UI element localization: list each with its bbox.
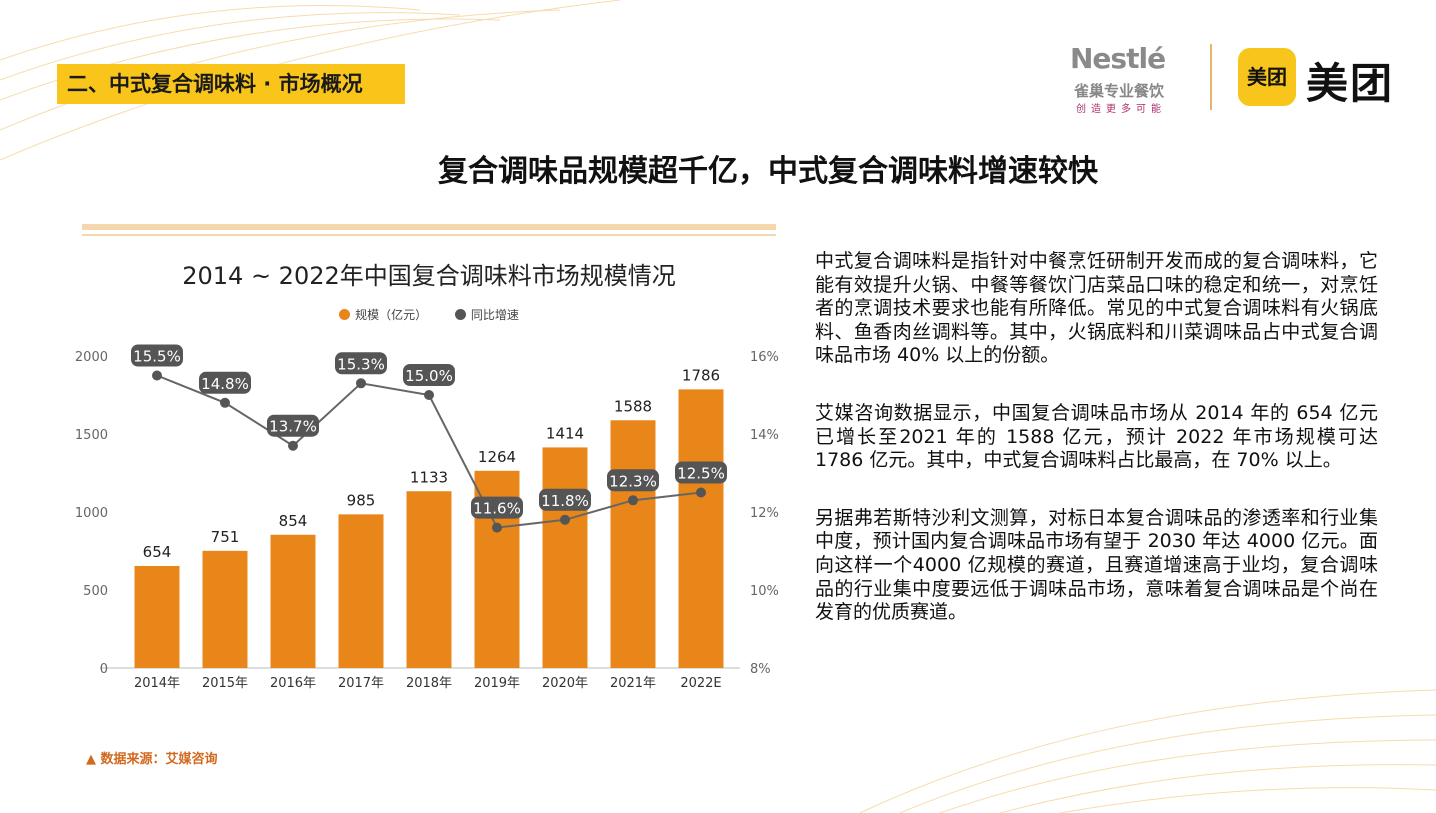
bar-value-label: 985	[347, 491, 376, 509]
y-tick-right: 10%	[750, 584, 779, 599]
chart-title: 2014 ~ 2022年中国复合调味料市场规模情况	[182, 262, 676, 290]
bar	[338, 514, 384, 668]
growth-value-label: 15.0%	[405, 367, 453, 385]
growth-label-bg	[607, 469, 659, 492]
growth-point	[628, 495, 638, 506]
meituan-icon: 美团	[1238, 48, 1296, 106]
bar-value-label: 751	[211, 528, 240, 546]
combo-chart: 0 500 1000 1500 2000 8% 10% 12% 14% 16% 654 2014年 75…	[75, 344, 779, 691]
body-text: 中式复合调味料是指针对中餐烹饪研制开发而成的复合调味料，它能有效提升火锅、中餐等…	[815, 250, 1378, 659]
growth-label-bg	[199, 371, 251, 394]
x-tick-label: 2015年	[202, 676, 248, 691]
x-tick-label: 2022E	[680, 676, 721, 691]
legend-item-line: 同比增速	[454, 308, 519, 322]
bar-value-label: 1264	[478, 448, 516, 466]
growth-label-bg	[403, 364, 455, 386]
y-tick-left: 2000	[75, 350, 108, 365]
bar-value-label: 1133	[410, 468, 448, 486]
bar	[134, 565, 180, 668]
nestle-slogan: 创造更多可能	[1076, 104, 1166, 115]
divider-bar	[82, 224, 776, 230]
y-tick-left: 500	[83, 584, 108, 599]
growth-point	[288, 440, 298, 451]
logo-divider	[1210, 44, 1212, 110]
nestle-logo: Nestlé	[1070, 42, 1166, 75]
x-tick-label: 2021年	[610, 676, 656, 691]
data-source: ▲ 数据来源：艾媒咨询	[86, 752, 218, 767]
growth-label-bg	[675, 461, 727, 484]
growth-point	[696, 487, 706, 498]
x-tick-label: 2019年	[474, 676, 520, 691]
growth-value-label: 11.6%	[473, 500, 521, 518]
growth-point	[560, 514, 570, 525]
page-title: 复合调味品规模超千亿，中式复合调味料增速较快	[438, 154, 1098, 189]
paragraph: 中式复合调味料是指针对中餐烹饪研制开发而成的复合调味料，它能有效提升火锅、中餐等…	[815, 250, 1378, 367]
bar-value-label: 1588	[614, 397, 652, 415]
nestle-sub: 雀巢专业餐饮	[1074, 82, 1165, 100]
paragraph: 艾媒咨询数据显示，中国复合调味品市场从 2014 年的 654 亿元已增长至20…	[815, 401, 1378, 472]
growth-label-bg	[267, 414, 319, 437]
growth-value-label: 14.8%	[201, 375, 249, 393]
y-tick-right: 14%	[750, 428, 779, 443]
paragraph: 另据弗若斯特沙利文测算，对标日本复合调味品的渗透率和行业集中度，预计国内复合调味…	[815, 506, 1378, 624]
y-tick-left: 1500	[75, 428, 108, 443]
growth-point	[424, 390, 434, 400]
legend-label: 规模（亿元）	[355, 308, 428, 322]
x-tick-label: 2016年	[270, 676, 316, 691]
growth-value-label: 15.5%	[133, 348, 181, 366]
logos: Nestlé 雀巢专业餐饮 创造更多可能 美团 美团	[1062, 34, 1412, 119]
growth-label-bg	[471, 496, 523, 519]
divider-bar-thin	[82, 234, 776, 236]
bar	[678, 389, 724, 668]
legend-item-bar: 规模（亿元）	[339, 308, 427, 322]
growth-label-bg	[131, 344, 183, 367]
x-tick-label: 2014年	[134, 676, 180, 691]
growth-value-label: 12.3%	[609, 472, 657, 490]
bar-value-label: 654	[143, 543, 172, 561]
bar	[542, 447, 588, 668]
bar-value-label: 1414	[546, 424, 584, 442]
growth-point	[492, 522, 502, 533]
bar-value-label: 1786	[682, 366, 720, 384]
bar-value-label: 854	[279, 512, 308, 530]
meituan-logo-text: 美团	[1306, 59, 1395, 108]
growth-value-label: 15.3%	[337, 355, 385, 373]
x-tick-label: 2020年	[542, 676, 588, 691]
legend-dot-gray-icon	[454, 309, 466, 320]
growth-label-bg	[335, 352, 387, 375]
growth-label-bg	[539, 488, 591, 511]
bar	[406, 491, 452, 668]
legend-dot-orange-icon	[339, 309, 351, 320]
growth-value-label: 11.8%	[541, 492, 589, 510]
growth-point	[220, 397, 230, 408]
growth-value-label: 12.5%	[677, 465, 725, 483]
y-tick-right: 12%	[750, 506, 779, 521]
y-tick-right: 8%	[750, 662, 771, 677]
x-tick-label: 2018年	[406, 676, 452, 691]
chart-legend: 规模（亿元） 同比增速	[82, 306, 776, 323]
y-tick-left: 0	[100, 662, 108, 677]
growth-value-label: 13.7%	[269, 418, 317, 436]
section-tag: 二、中式复合调味料 · 市场概况	[57, 64, 405, 104]
growth-point	[356, 378, 366, 389]
y-tick-left: 1000	[75, 506, 108, 521]
bar	[610, 420, 656, 668]
legend-label: 同比增速	[470, 308, 519, 322]
bar	[270, 534, 316, 668]
y-tick-right: 16%	[750, 350, 779, 365]
bar	[202, 550, 248, 668]
growth-point	[152, 370, 162, 381]
x-tick-label: 2017年	[338, 676, 384, 691]
